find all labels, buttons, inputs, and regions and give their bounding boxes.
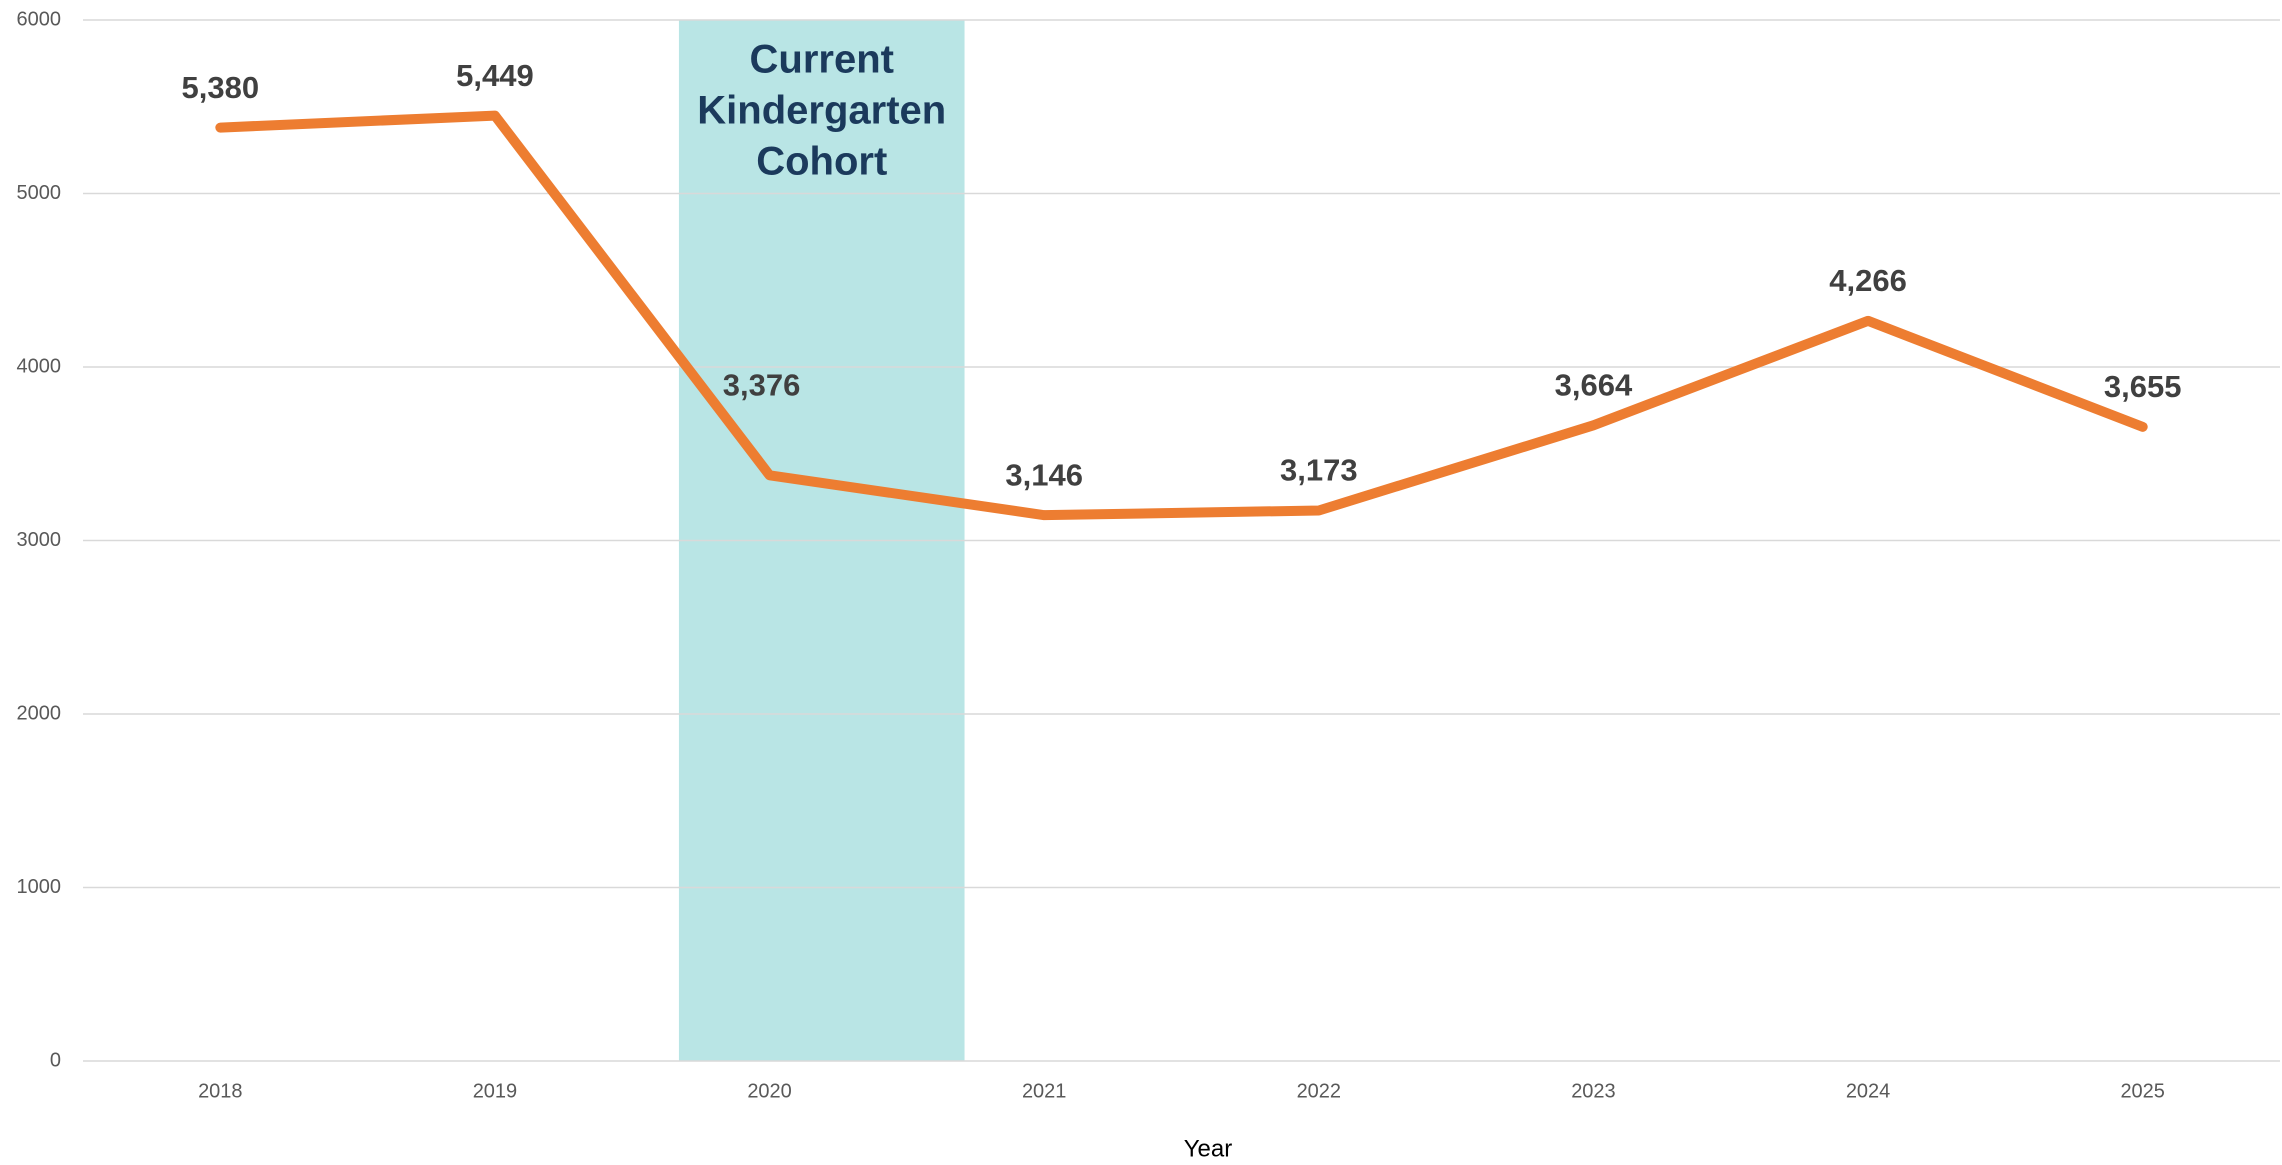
highlight-label: Cohort <box>756 140 887 184</box>
data-label: 3,664 <box>1555 367 1633 402</box>
y-tick-label: 5000 <box>17 182 62 204</box>
y-tick-label: 3000 <box>17 529 62 551</box>
highlight-label: Kindergarten <box>697 89 946 133</box>
data-label: 3,655 <box>2104 369 2182 404</box>
data-label: 3,146 <box>1005 457 1083 492</box>
y-tick-label: 1000 <box>17 876 62 898</box>
data-line <box>215 110 2148 521</box>
y-tick-label: 0 <box>50 1049 61 1071</box>
x-tick-label: 2018 <box>198 1080 243 1102</box>
data-label: 5,380 <box>182 70 260 105</box>
x-tick-label: 2024 <box>1846 1080 1891 1102</box>
data-label: 5,449 <box>456 58 534 93</box>
y-tick-label: 2000 <box>17 702 62 724</box>
y-tick-label: 6000 <box>17 8 62 30</box>
x-axis-title: Year <box>1184 1135 1233 1162</box>
x-tick-label: 2021 <box>1022 1080 1067 1102</box>
x-tick-label: 2022 <box>1297 1080 1342 1102</box>
data-label: 3,376 <box>723 367 801 402</box>
x-tick-label: 2023 <box>1571 1080 1616 1102</box>
x-tick-label: 2019 <box>473 1080 518 1102</box>
x-tick-label: 2020 <box>747 1080 792 1102</box>
data-label: 3,173 <box>1280 453 1358 488</box>
y-tick-label: 4000 <box>17 355 62 377</box>
highlight-label: Current <box>750 38 894 82</box>
x-tick-label: 2025 <box>2120 1080 2165 1102</box>
data-label: 4,266 <box>1829 263 1907 298</box>
